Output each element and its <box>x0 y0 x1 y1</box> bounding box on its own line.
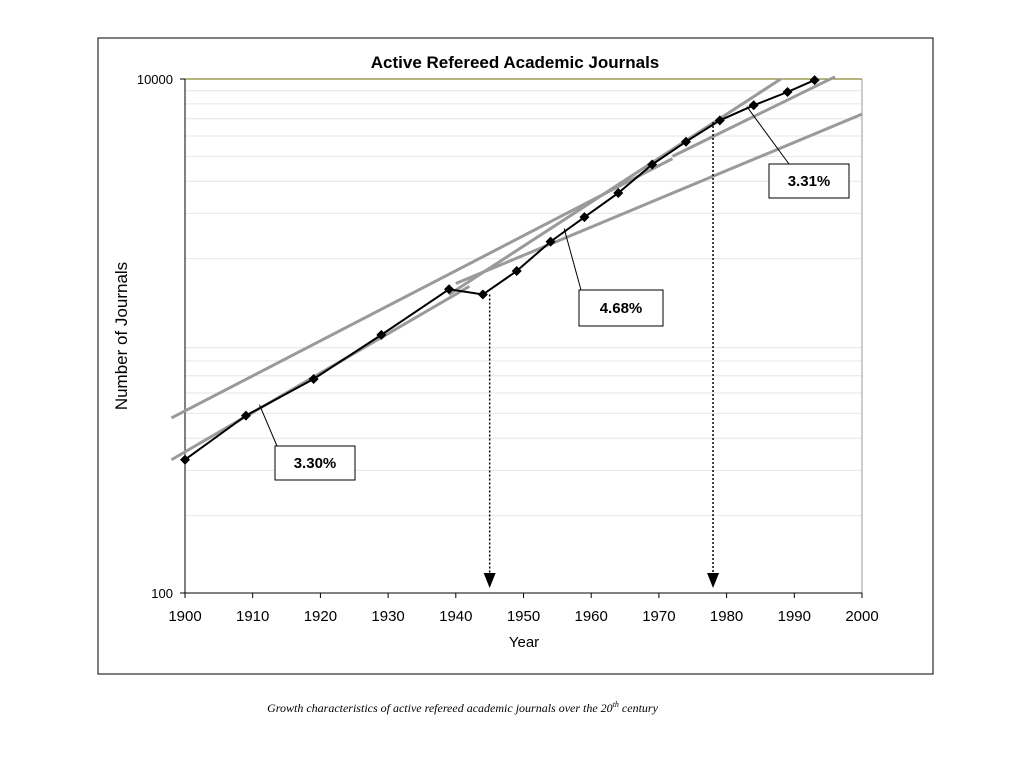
annotation-leader <box>563 228 582 291</box>
data-point <box>748 100 759 111</box>
annotation-label: 4.68% <box>600 300 643 317</box>
data-point <box>477 289 488 300</box>
data-point <box>240 410 251 421</box>
figure-caption: Growth characteristics of active referee… <box>0 700 925 716</box>
marker-arrow <box>707 573 720 588</box>
trend-line <box>455 112 863 285</box>
annotation-box <box>274 445 356 481</box>
annotation-leader <box>259 404 278 447</box>
x-tick-label: 1960 <box>575 608 608 625</box>
series-line <box>184 79 816 461</box>
data-point <box>782 87 793 98</box>
caption-superscript: th <box>612 700 619 709</box>
marker-arrow <box>483 573 496 588</box>
data-point <box>579 212 590 223</box>
y-tick-label: 100 <box>151 586 173 601</box>
chart-title: Active Refereed Academic Journals <box>371 53 660 72</box>
caption-text: Growth characteristics of active referee… <box>267 701 613 715</box>
annotation-box <box>578 289 664 327</box>
trend-line <box>170 157 674 420</box>
x-tick-label: 1980 <box>710 608 743 625</box>
data-point <box>809 75 820 86</box>
data-point <box>545 236 556 247</box>
data-point <box>376 329 387 340</box>
x-tick-label: 1950 <box>507 608 540 625</box>
annotation-label: 3.30% <box>294 455 337 472</box>
x-tick-label: 2000 <box>845 608 878 625</box>
data-point <box>680 136 691 147</box>
y-axis-label: Number of Journals <box>112 262 131 410</box>
x-tick-label: 1940 <box>439 608 472 625</box>
annotation-box <box>768 163 850 199</box>
data-point <box>714 115 725 126</box>
x-tick-label: 1920 <box>304 608 337 625</box>
y-tick-label: 10000 <box>137 72 173 87</box>
x-tick-label: 1990 <box>778 608 811 625</box>
caption-text-end: century <box>618 701 658 715</box>
x-tick-label: 1900 <box>168 608 201 625</box>
x-axis-label: Year <box>509 634 539 651</box>
data-point <box>444 284 455 295</box>
annotation-label: 3.31% <box>788 173 831 190</box>
data-point <box>180 454 190 465</box>
x-tick-label: 1910 <box>236 608 269 625</box>
data-point <box>308 374 319 385</box>
plot-area <box>185 79 862 593</box>
x-tick-label: 1930 <box>371 608 404 625</box>
trend-line <box>170 285 471 462</box>
data-point <box>511 266 522 277</box>
annotation-leader <box>746 106 790 165</box>
data-point <box>613 188 624 199</box>
x-tick-label: 1970 <box>642 608 675 625</box>
data-point <box>647 159 658 170</box>
